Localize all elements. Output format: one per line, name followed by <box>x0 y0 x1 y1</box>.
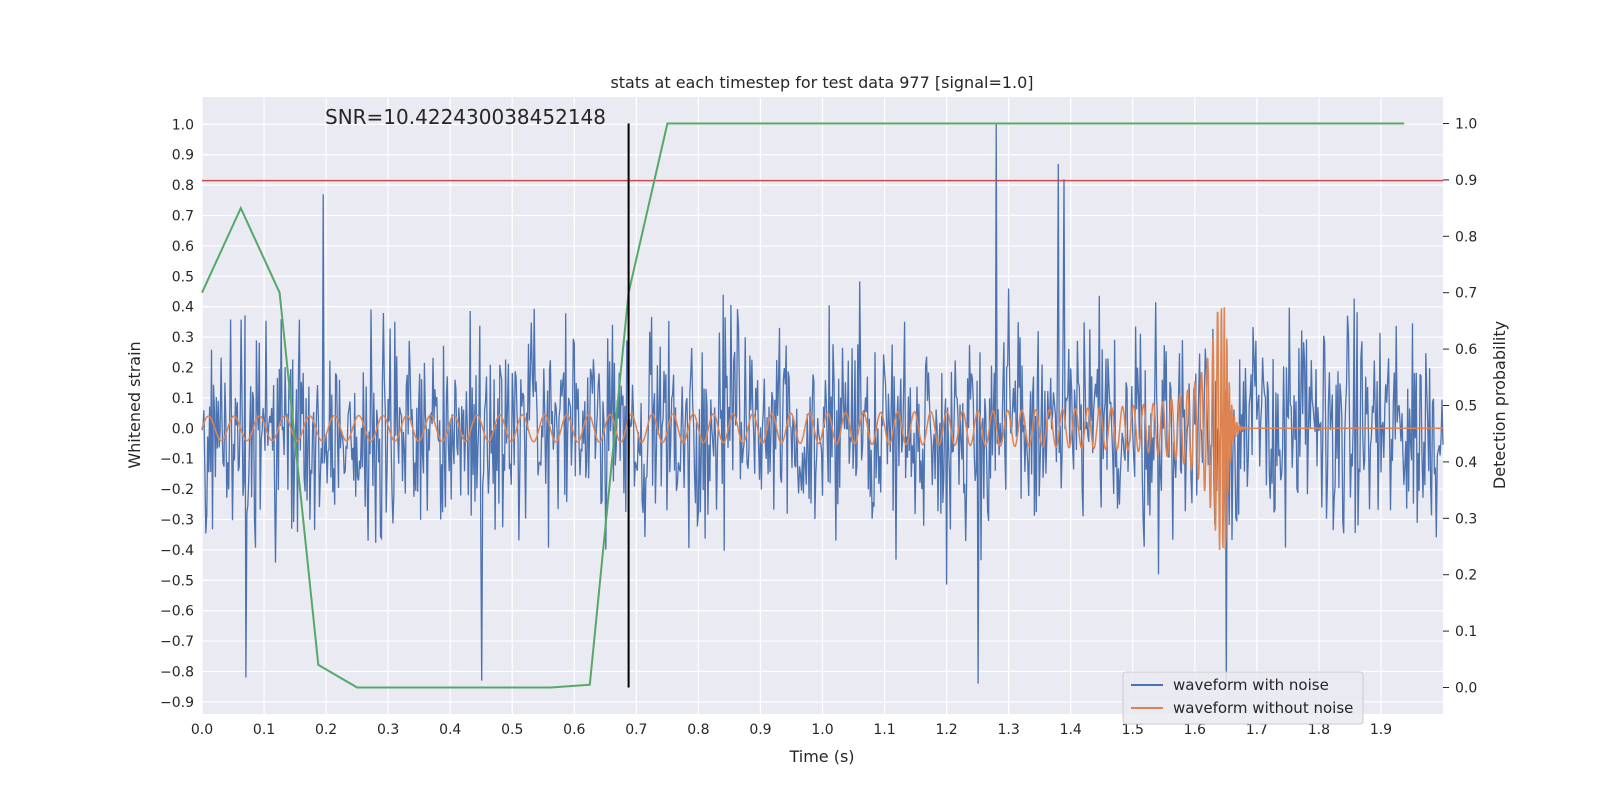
x-tick-label: 0.9 <box>749 722 771 738</box>
right-y-ticks: 0.0 0.1 0.2 0.3 0.4 0.5 0.6 0.7 0.8 0.9 1.0 <box>1443 117 1477 697</box>
left-y-tick-label: −0.1 <box>160 452 194 468</box>
right-y-tick-label: 0.3 <box>1455 511 1477 527</box>
x-tick-label: 0.4 <box>439 722 461 738</box>
right-y-tick-label: 0.6 <box>1455 342 1477 358</box>
right-y-tick-label: 0.0 <box>1455 680 1477 696</box>
legend-label-clean: waveform without noise <box>1173 699 1353 717</box>
x-tick-label: 1.3 <box>998 722 1020 738</box>
right-y-tick-label: 0.7 <box>1455 286 1477 302</box>
left-y-tick-label: 0.5 <box>172 269 194 285</box>
x-tick-label: 0.8 <box>687 722 709 738</box>
left-y-tick-label: −0.2 <box>160 482 194 498</box>
x-tick-label: 1.4 <box>1060 722 1082 738</box>
left-y-tick-label: 0.2 <box>172 361 194 377</box>
left-y-tick-label: −0.8 <box>160 664 194 680</box>
right-y-tick-label: 0.8 <box>1455 229 1477 245</box>
right-y-axis-label: Detection probability <box>1490 321 1509 489</box>
x-tick-label: 1.1 <box>873 722 895 738</box>
x-tick-label: 0.2 <box>315 722 337 738</box>
left-y-tick-label: 1.0 <box>172 117 194 133</box>
x-axis-label: Time (s) <box>788 747 854 766</box>
x-tick-label: 1.9 <box>1370 722 1392 738</box>
left-y-axis-label: Whitened strain <box>125 341 144 468</box>
x-tick-label: 1.2 <box>935 722 957 738</box>
left-y-tick-label: 0.9 <box>172 148 194 164</box>
x-tick-label: 1.0 <box>811 722 833 738</box>
chart-title: stats at each timestep for test data 977… <box>610 73 1033 92</box>
left-y-tick-label: 0.3 <box>172 330 194 346</box>
right-y-tick-label: 0.2 <box>1455 568 1477 584</box>
x-tick-label: 0.0 <box>191 722 213 738</box>
legend: waveform with noise waveform without noi… <box>1123 672 1363 724</box>
left-y-tick-label: −0.6 <box>160 604 194 620</box>
x-tick-label: 0.6 <box>563 722 585 738</box>
left-y-tick-label: 0.7 <box>172 209 194 225</box>
left-y-tick-label: −0.4 <box>160 543 194 559</box>
x-tick-label: 0.7 <box>625 722 647 738</box>
left-y-tick-label: −0.7 <box>160 634 194 650</box>
right-y-tick-label: 0.9 <box>1455 173 1477 189</box>
x-tick-label: 0.5 <box>501 722 523 738</box>
legend-label-noise: waveform with noise <box>1173 676 1329 694</box>
right-y-tick-label: 0.1 <box>1455 624 1477 640</box>
left-y-tick-label: −0.9 <box>160 695 194 711</box>
left-y-tick-label: 0.1 <box>172 391 194 407</box>
left-y-ticks: −0.9 −0.8 −0.7 −0.6 −0.5 −0.4 −0.3 −0.2 −0.1 0.0 0… <box>160 117 194 710</box>
left-y-tick-label: 0.4 <box>172 300 194 316</box>
right-y-tick-label: 0.5 <box>1455 399 1477 415</box>
x-tick-label: 0.1 <box>253 722 275 738</box>
right-y-tick-label: 0.4 <box>1455 455 1477 471</box>
left-y-tick-label: 0.6 <box>172 239 194 255</box>
right-y-tick-label: 1.0 <box>1455 117 1477 133</box>
x-tick-label: 0.3 <box>377 722 399 738</box>
left-y-tick-label: −0.3 <box>160 512 194 528</box>
left-y-tick-label: 0.8 <box>172 178 194 194</box>
left-y-tick-label: 0.0 <box>172 421 194 437</box>
snr-annotation: SNR=10.422430038452148 <box>325 105 606 129</box>
left-y-tick-label: −0.5 <box>160 573 194 589</box>
